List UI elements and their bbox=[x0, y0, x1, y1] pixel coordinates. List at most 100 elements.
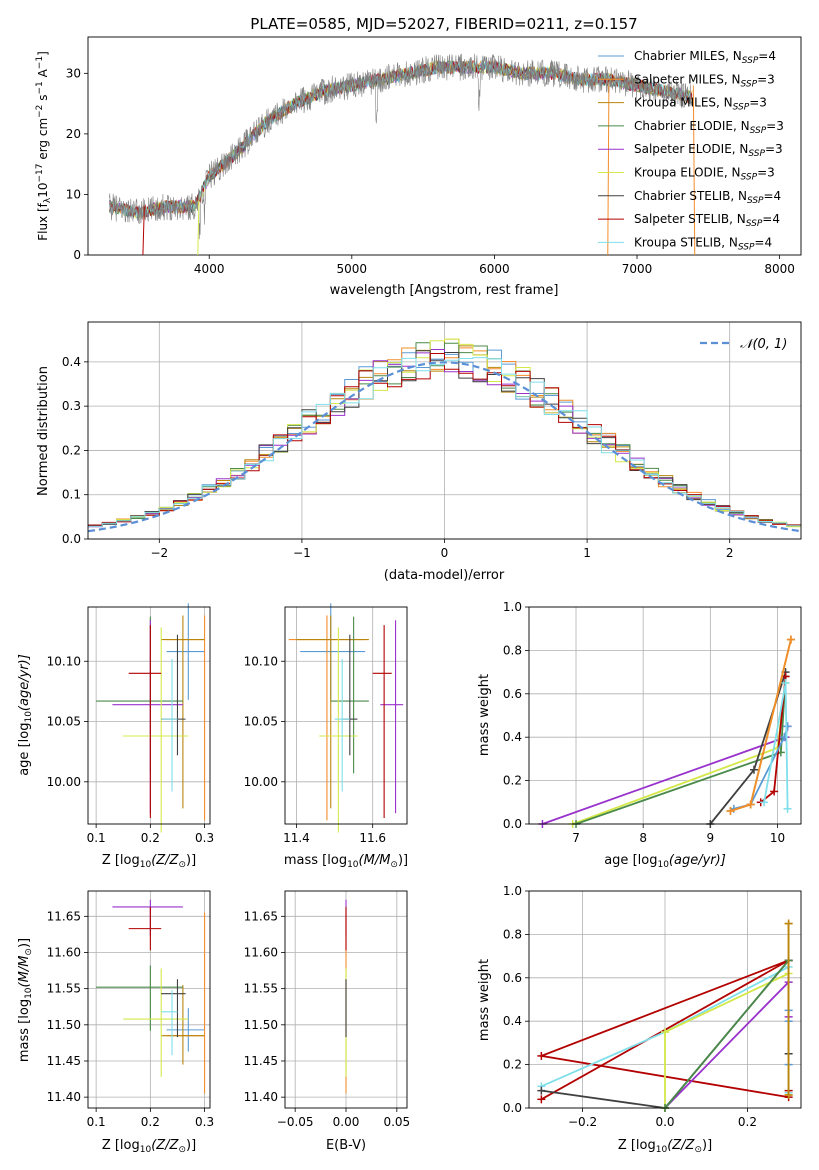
mass-vs-ebv-panel: −0.05 0.00 0.05 11.40 11.45 11.50 11.55 11.60 11… bbox=[244, 890, 410, 1153]
y-tick-label: 11.65 bbox=[47, 909, 81, 923]
age-vs-mass-content: 11.4 11.6 10.00 10.05 10.10 bbox=[244, 603, 407, 845]
legend-label-tail: =3 bbox=[766, 119, 784, 133]
legend-label-sub: SSP bbox=[741, 79, 758, 89]
y-tick-label: 0.0 bbox=[503, 817, 522, 831]
x-tick-label: 0.3 bbox=[195, 831, 214, 845]
age-vs-mass-xlabel: mass [log10(M/M⊙)] bbox=[284, 853, 408, 870]
x-tick-label: 0.3 bbox=[195, 1115, 214, 1129]
x-tick-label: 0 bbox=[441, 546, 449, 560]
weight-vs-z-panel: −0.2 0.0 0.2 0.0 0.2 0.4 0.6 0.8 1.0 Z [log10(Z/… bbox=[477, 884, 802, 1155]
y-tick-label: 0.0 bbox=[503, 1101, 522, 1115]
spectrum-edge-line bbox=[197, 200, 200, 256]
y-tick-label: 11.50 bbox=[47, 1018, 81, 1032]
weight-vs-age-content: 7 8 9 10 0.0 0.2 0.4 0.6 0.8 1.0 bbox=[503, 600, 801, 845]
legend-label-text: Chabrier MILES, N bbox=[634, 49, 742, 63]
legend-entry-label: Chabrier STELIB, NSSP=4 bbox=[634, 189, 781, 206]
x-tick-label: 0.00 bbox=[333, 1115, 360, 1129]
x-tick-label: 6000 bbox=[479, 262, 510, 276]
x-tick-label: 2 bbox=[726, 546, 734, 560]
spectrum-edge-line bbox=[692, 85, 696, 256]
y-tick-label: 10 bbox=[66, 187, 81, 201]
gaussian-legend-label: 𝒩(0, 1) bbox=[740, 337, 787, 352]
legend-entry-label: Salpeter MILES, NSSP=3 bbox=[634, 72, 775, 89]
x-tick-label: 4000 bbox=[194, 262, 225, 276]
legend-label-tail: =3 bbox=[757, 72, 775, 86]
weight-vs-z-ylabel: mass weight bbox=[477, 959, 492, 1041]
legend-label-tail: =4 bbox=[758, 49, 776, 63]
legend-label-sub: SSP bbox=[738, 242, 755, 252]
y-tick-label: 10.00 bbox=[244, 775, 278, 789]
legend-label-sub: SSP bbox=[748, 149, 765, 159]
legend-label-tail: =3 bbox=[749, 96, 767, 110]
figure-title: PLATE=0585, MJD=52027, FIBERID=0211, z=0… bbox=[250, 15, 637, 33]
y-tick-label: 0.3 bbox=[62, 399, 81, 413]
y-tick-label: 10.10 bbox=[47, 654, 81, 668]
observed-spectrum-line bbox=[109, 53, 693, 240]
age-vs-z-content: 0.1 0.2 0.3 10.00 10.05 10.10 bbox=[47, 603, 214, 845]
legend-label-sub: SSP bbox=[741, 173, 758, 183]
y-tick-label: 11.50 bbox=[244, 1018, 278, 1032]
y-tick-label: 10.00 bbox=[47, 775, 81, 789]
x-tick-label: 9 bbox=[707, 831, 715, 845]
y-tick-label: 0.4 bbox=[503, 1014, 522, 1028]
legend-entry-label: Kroupa MILES, NSSP=3 bbox=[634, 96, 767, 113]
legend-label-tail: =4 bbox=[754, 235, 772, 249]
y-tick-label: 11.45 bbox=[244, 1054, 278, 1068]
y-tick-label: 0.6 bbox=[503, 971, 522, 985]
legend-entry-label: Salpeter STELIB, NSSP=4 bbox=[634, 212, 780, 229]
mass-vs-z-ylabel: mass [log10(M/M⊙)] bbox=[17, 938, 34, 1062]
residuals-panel: −2 −1 0 1 2 0.0 0.1 0.2 0.3 0.4 (data-model)/erro… bbox=[36, 321, 802, 583]
y-tick-label: 11.45 bbox=[47, 1054, 81, 1068]
x-tick-label: 0.05 bbox=[383, 1115, 410, 1129]
residuals-content: −2 −1 0 1 2 0.0 0.1 0.2 0.3 0.4 bbox=[62, 322, 802, 560]
gaussian-curve bbox=[87, 361, 802, 533]
weight-vs-age-panel: 7 8 9 10 0.0 0.2 0.4 0.6 0.8 1.0 age [log10(age/y… bbox=[477, 600, 802, 870]
legend-entry-label: Salpeter ELODIE, NSSP=3 bbox=[634, 142, 783, 159]
y-tick-label: 0 bbox=[73, 248, 81, 262]
weight-vs-age-xlabel: age [log10(age/yr)] bbox=[604, 853, 726, 870]
legend-label-sub: SSP bbox=[747, 196, 764, 206]
weight-vs-age-plot-area bbox=[528, 606, 802, 825]
x-tick-label: −1 bbox=[293, 546, 311, 560]
x-tick-label: 0.2 bbox=[141, 831, 160, 845]
y-tick-label: 0.1 bbox=[62, 488, 81, 502]
y-tick-label: 30 bbox=[66, 66, 81, 80]
legend-label-tail: =3 bbox=[765, 142, 783, 156]
y-tick-label: 1.0 bbox=[503, 600, 522, 614]
y-tick-label: 0.2 bbox=[503, 774, 522, 788]
residuals-plot-area bbox=[87, 321, 802, 540]
age-vs-mass-panel: 11.4 11.6 10.00 10.05 10.10 mass [log10(M/M⊙… bbox=[244, 603, 408, 870]
legend-entry-label: Chabrier MILES, NSSP=4 bbox=[634, 49, 776, 66]
y-tick-label: 0.4 bbox=[62, 355, 81, 369]
residuals-xlabel: (data-model)/error bbox=[384, 568, 505, 583]
y-tick-label: 11.40 bbox=[244, 1090, 278, 1104]
legend-label-sub: SSP bbox=[746, 219, 763, 229]
mass-vs-z-xlabel: Z [log10(Z/Z⊙)] bbox=[102, 1138, 196, 1155]
legend-label-text: Kroupa MILES, N bbox=[634, 96, 733, 110]
legend-label-text: Salpeter STELIB, N bbox=[634, 212, 746, 226]
y-tick-label: 0.8 bbox=[503, 643, 522, 657]
mass-vs-ebv-plot-area bbox=[284, 890, 408, 1109]
x-tick-label: 0.0 bbox=[655, 1115, 674, 1129]
spectrum-panel: 4000 5000 6000 7000 8000 0 10 20 30 wavelength [… bbox=[35, 36, 802, 298]
legend-label-tail: =4 bbox=[762, 212, 780, 226]
residuals-ylabel: Normed distribution bbox=[36, 366, 51, 496]
legend-label-sub: SSP bbox=[750, 126, 767, 136]
legend-label-text: Kroupa ELODIE, N bbox=[634, 166, 741, 180]
age-vs-z-xlabel: Z [log10(Z/Z⊙)] bbox=[102, 853, 196, 870]
y-tick-label: 1.0 bbox=[503, 884, 522, 898]
x-tick-label: −0.2 bbox=[568, 1115, 597, 1129]
x-tick-label: −0.05 bbox=[277, 1115, 314, 1129]
x-tick-label: 1 bbox=[583, 546, 591, 560]
age-vs-z-ylabel: age [log10(age/yr)] bbox=[17, 654, 34, 776]
weight-series-line bbox=[664, 972, 789, 1108]
legend-label-tail: =3 bbox=[757, 166, 775, 180]
legend-label-text: Salpeter ELODIE, N bbox=[634, 142, 748, 156]
y-tick-label: 11.65 bbox=[244, 909, 278, 923]
y-tick-label: 10.05 bbox=[47, 715, 81, 729]
x-tick-label: 10 bbox=[770, 831, 785, 845]
x-tick-label: 11.4 bbox=[283, 831, 310, 845]
age-vs-z-panel: 0.1 0.2 0.3 10.00 10.05 10.10 Z [log10(Z/Z⊙)]… bbox=[17, 603, 214, 870]
x-tick-label: −2 bbox=[150, 546, 168, 560]
